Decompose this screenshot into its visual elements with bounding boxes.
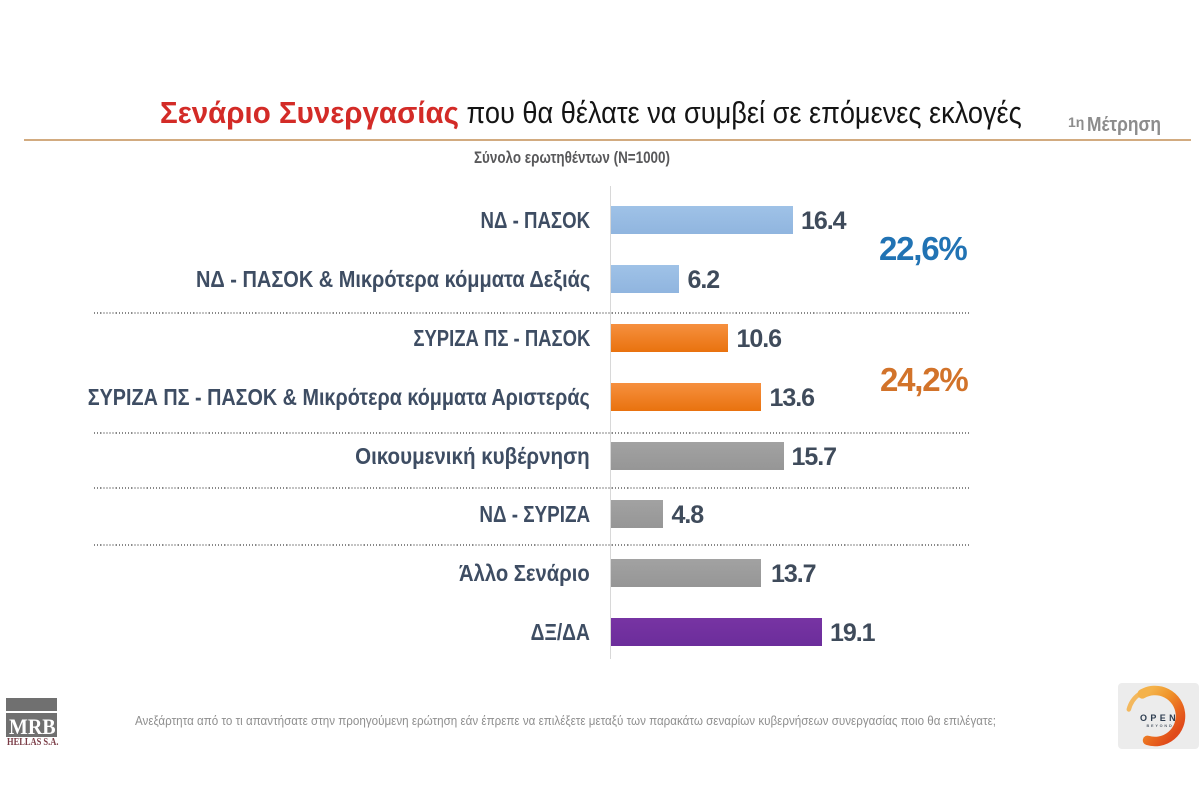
svg-text:BEYOND: BEYOND (1146, 724, 1173, 728)
svg-text:OPEN: OPEN (1140, 713, 1179, 723)
